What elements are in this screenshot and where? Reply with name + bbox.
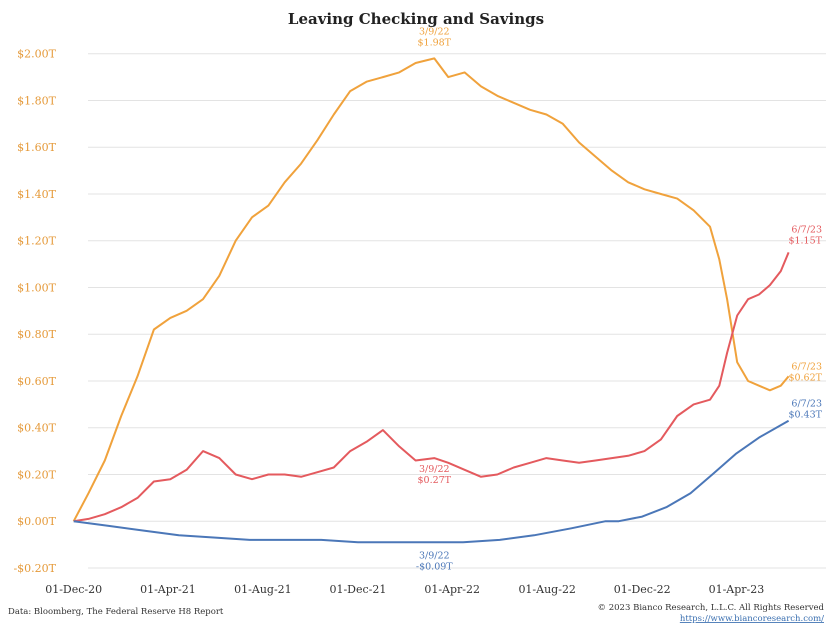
y-tick-label: $1.60T xyxy=(17,141,56,154)
x-tick-label: 01-Dec-22 xyxy=(614,583,671,596)
data-label: 3/9/22 $1.98T xyxy=(417,26,451,48)
y-tick-label: $0.20T xyxy=(17,468,56,481)
y-tick-label: $0.80T xyxy=(17,328,56,341)
y-tick-label: $1.80T xyxy=(17,94,56,107)
series-line xyxy=(73,252,790,523)
y-tick-label: $1.20T xyxy=(17,235,56,248)
series-lines xyxy=(72,57,790,544)
source-note: Data: Bloomberg, The Federal Reserve H8 … xyxy=(8,607,224,617)
y-tick-label: $0.60T xyxy=(17,375,56,388)
y-axis-ticks: -$0.20T $0.00T $0.20T $0.40T $0.60T $0.80T $1.… xyxy=(13,48,56,575)
x-tick-label: 01-Apr-23 xyxy=(709,583,765,596)
y-tick-label: $0.00T xyxy=(17,515,56,528)
y-tick-label: $1.40T xyxy=(17,188,56,201)
data-label: 3/9/22 $0.27T xyxy=(417,464,451,486)
chart-title: Leaving Checking and Savings xyxy=(288,10,544,28)
data-label: 6/7/23 $1.15T xyxy=(788,224,822,246)
data-label: 6/7/23 $0.43T xyxy=(788,399,822,421)
annotations: 3/9/22 $1.98T 3/9/22 $0.27T 3/9/22 -$0.09T 6/7… xyxy=(416,26,823,572)
x-tick-label: 01-Dec-20 xyxy=(45,583,102,596)
y-tick-label: -$0.20T xyxy=(13,562,56,575)
copyright-note: © 2023 Bianco Research, L.L.C. All Right… xyxy=(598,603,825,613)
gridlines xyxy=(88,53,826,569)
series-line xyxy=(72,57,790,522)
website-link[interactable]: https://www.biancoresearch.com/ xyxy=(680,614,824,624)
data-label: 3/9/22 -$0.09T xyxy=(416,550,453,572)
x-tick-label: 01-Dec-21 xyxy=(329,583,386,596)
x-tick-label: 01-Apr-22 xyxy=(424,583,480,596)
x-axis-ticks: 01-Dec-20 01-Apr-21 01-Aug-21 01-Dec-21 01-A… xyxy=(45,583,764,596)
y-tick-label: $2.00T xyxy=(17,48,56,61)
data-label: 6/7/23 $0.62T xyxy=(788,361,822,383)
x-tick-label: 01-Aug-22 xyxy=(518,583,576,596)
x-tick-label: 01-Apr-21 xyxy=(140,583,196,596)
series-line xyxy=(73,419,790,544)
y-tick-label: $0.40T xyxy=(17,422,56,435)
y-tick-label: $1.00T xyxy=(17,281,56,294)
x-tick-label: 01-Aug-21 xyxy=(234,583,292,596)
